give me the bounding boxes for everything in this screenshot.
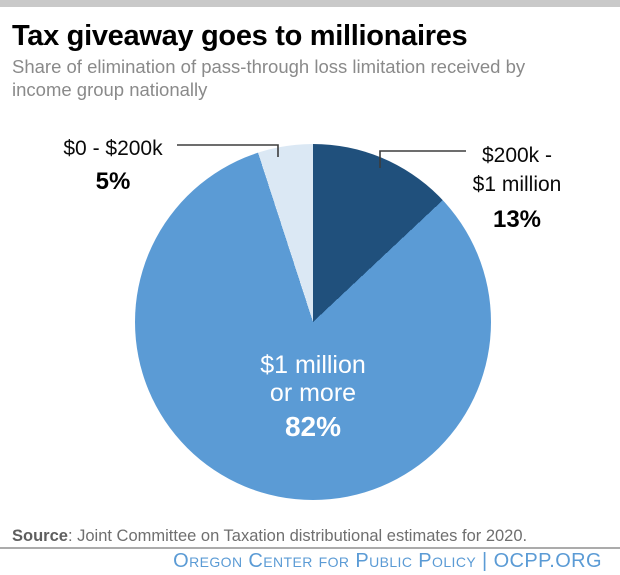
footer-divider [0,547,620,549]
callout-200k-1m-label-line2: $1 million [472,173,562,196]
source-attribution: Source: Joint Committee on Taxation dist… [12,527,527,546]
callout-200k-1m-label-line1: $200k - [481,144,553,167]
page-subtitle: Share of elimination of pass-through los… [12,56,526,100]
callout-0-200k-label: $0 - $200k [63,137,163,160]
callout-0-200k: $0 - $200k 5% [33,136,193,196]
source-label: Source [12,527,68,545]
organization-footer: Oregon Center for Public Policy | OCPP.O… [173,550,602,572]
callout-1m-label-line2: or more [269,379,357,407]
callout-1m-or-more: $1 million or more 82% [203,351,423,443]
callout-200k-1m-percent: 13% [492,206,542,233]
callout-1m-label-line1: $1 million [260,351,366,379]
callout-200k-1m: $200k - $1 million 13% [437,141,597,234]
callout-0-200k-percent: 5% [95,168,131,195]
pie-chart [135,144,491,500]
page-title: Tax giveaway goes to millionaires [12,20,468,52]
source-text: : Joint Committee on Taxation distributi… [67,527,528,545]
callout-1m-percent: 82% [284,411,342,442]
top-border-bar [0,0,620,7]
